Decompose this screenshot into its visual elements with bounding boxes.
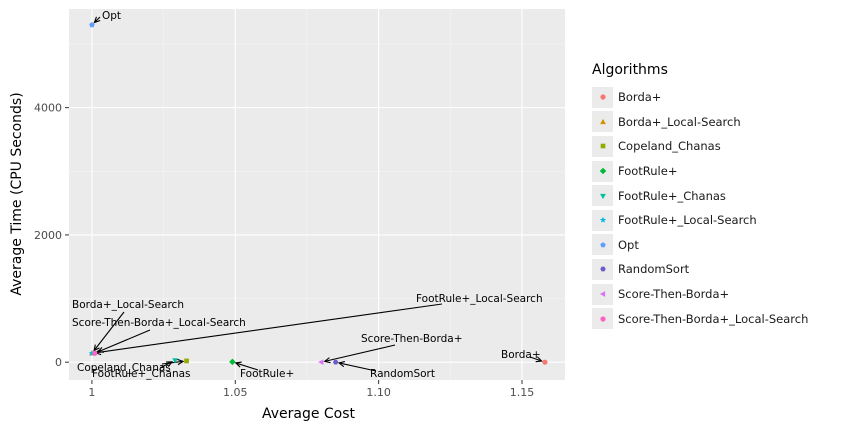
annotation-label: FootRule+ — [240, 368, 294, 380]
legend-key — [592, 111, 613, 133]
x-tick-label: 1.10 — [366, 386, 391, 399]
annotation-arrow — [93, 311, 125, 351]
legend-label: Opt — [618, 237, 639, 252]
legend-label: FootRule+ — [618, 164, 678, 179]
legend-marker-copeland-chanas — [600, 144, 605, 149]
legend-key — [592, 234, 613, 256]
legend-label: RandomSort — [618, 262, 690, 277]
annotation-arrow — [95, 303, 443, 354]
legend-marker-borda-local-search — [599, 118, 606, 124]
annotation-arrow — [324, 344, 396, 362]
legend-item-score-then-borda-local-search: Score-Then-Borda+_Local-Search — [592, 306, 842, 331]
legend-label: Score-Then-Borda+ — [618, 287, 730, 302]
point-randomsort — [332, 359, 339, 365]
legend-item-opt: Opt — [592, 233, 842, 258]
legend-key — [592, 258, 613, 280]
annotation-arrowhead — [337, 360, 346, 368]
legend-key — [592, 185, 613, 207]
annotation-arrow — [161, 360, 184, 365]
point-opt — [89, 22, 95, 28]
legend-item-footrule-chanas: FootRule+_Chanas — [592, 183, 842, 208]
annotation-label: Borda+_Local-Search — [72, 299, 184, 311]
annotation-arrows — [93, 16, 543, 372]
y-tick-label: 4000 — [34, 102, 62, 115]
legend: Algorithms Borda+ Borda+_Local-Search Cope… — [592, 60, 842, 331]
annotation-arrowhead — [165, 361, 174, 367]
legend-items: Borda+ Borda+_Local-Search Copeland_Chanas… — [592, 85, 842, 331]
x-tick-label: 1.15 — [510, 386, 535, 399]
major-gridlines — [69, 9, 565, 380]
annotation-label: RandomSort — [370, 368, 435, 380]
legend-marker-footrule — [599, 167, 606, 175]
legend-marker-borda — [599, 94, 606, 100]
x-axis-ticks: 1 1.05 1.10 1.15 — [88, 380, 534, 399]
legend-label: Borda+ — [618, 90, 662, 105]
legend-item-borda: Borda+ — [592, 85, 842, 110]
legend-item-copeland-chanas: Copeland_Chanas — [592, 134, 842, 159]
annotation-arrow — [159, 361, 173, 369]
annotation-arrowhead — [323, 357, 331, 364]
point-footrule-chanas — [172, 358, 178, 364]
legend-marker-score-then-borda-local-search — [599, 316, 606, 322]
annotation-arrowhead — [93, 344, 100, 352]
annotation-arrow — [97, 329, 151, 353]
data-points — [88, 22, 548, 366]
legend-marker-score-then-borda — [599, 291, 605, 297]
legend-label: FootRule+_Local-Search — [618, 213, 757, 228]
legend-marker-opt — [599, 241, 606, 248]
annotation-arrow — [529, 356, 542, 362]
annotation-arrowhead — [177, 358, 185, 366]
legend-label: Copeland_Chanas — [618, 139, 721, 154]
x-axis-title: Average Cost — [262, 406, 356, 422]
y-axis-ticks: 0 2000 4000 — [34, 102, 69, 369]
legend-item-footrule: FootRule+ — [592, 159, 842, 184]
legend-key — [592, 308, 613, 330]
point-copeland-chanas — [184, 358, 189, 364]
legend-key — [592, 160, 613, 182]
point-footrule-local-search — [88, 349, 96, 357]
point-score-then-borda — [318, 359, 324, 366]
y-tick-label: 2000 — [34, 229, 62, 242]
legend-item-randomsort: RandomSort — [592, 257, 842, 282]
plot-panel — [69, 9, 565, 380]
x-tick-label: 1.05 — [223, 386, 248, 399]
annotation-label: Copeland_Chanas — [77, 362, 171, 374]
y-axis-title: Average Time (CPU Seconds) — [9, 92, 25, 295]
legend-label: FootRule+_Chanas — [618, 188, 726, 203]
annotation-label: Opt — [102, 10, 121, 22]
annotation-arrowhead — [234, 361, 242, 368]
point-borda — [542, 359, 548, 365]
legend-marker-footrule-local-search — [599, 216, 606, 223]
point-score-then-borda-local-search — [92, 350, 98, 356]
annotation-label: FootRule+_Chanas — [92, 368, 191, 380]
annotation-arrowhead — [93, 16, 101, 24]
annotation-arrowhead — [535, 356, 543, 363]
legend-marker-footrule-chanas — [599, 193, 606, 199]
legend-label: Borda+_Local-Search — [618, 114, 741, 129]
legend-key — [592, 135, 613, 157]
annotation-label: Borda+ — [501, 349, 541, 361]
annotation-arrow — [94, 16, 101, 23]
annotation-arrow — [338, 362, 377, 372]
y-tick-label: 0 — [55, 356, 62, 369]
annotation-arrow — [235, 362, 259, 371]
annotation-labels: Opt Borda+_Local-Search Score-Then-Borda+_… — [72, 10, 543, 380]
legend-key — [592, 86, 613, 108]
x-tick-label: 1 — [88, 386, 95, 399]
minor-gridlines — [69, 9, 565, 380]
annotation-label: Score-Then-Borda+ — [361, 333, 463, 345]
legend-marker-randomsort — [599, 267, 606, 272]
legend-key — [592, 283, 613, 305]
annotation-label: Score-Then-Borda+_Local-Search — [72, 317, 246, 329]
annotation-label: FootRule+_Local-Search — [416, 293, 543, 305]
legend-label: Score-Then-Borda+_Local-Search — [618, 311, 809, 326]
legend-key — [592, 209, 613, 231]
legend-item-footrule-local-search: FootRule+_Local-Search — [592, 208, 842, 233]
point-footrule — [229, 358, 236, 366]
legend-item-borda-local-search: Borda+_Local-Search — [592, 110, 842, 135]
legend-item-score-then-borda: Score-Then-Borda+ — [592, 282, 842, 307]
legend-title: Algorithms — [592, 62, 668, 78]
